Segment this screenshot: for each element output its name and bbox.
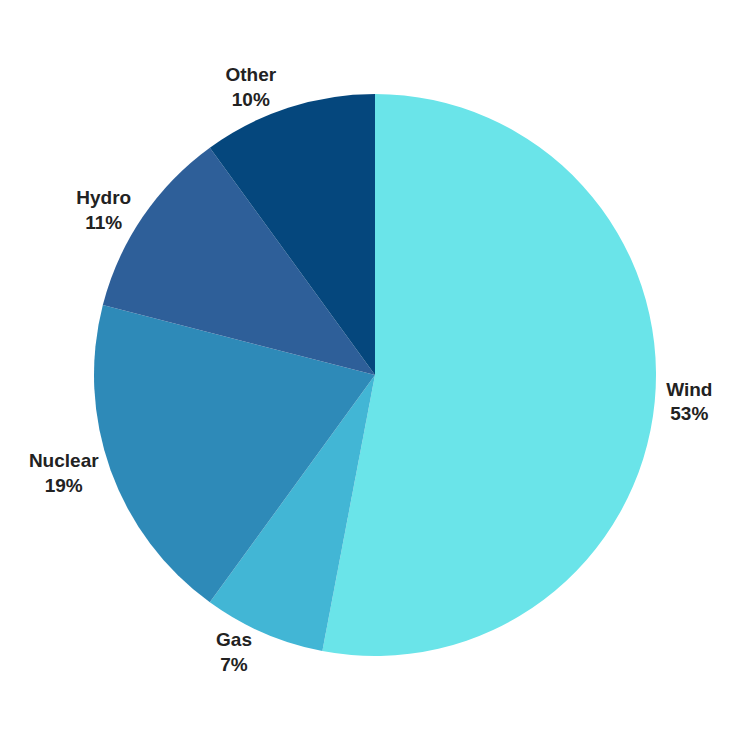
svg-text:Wind53%: Wind53%: [666, 379, 712, 425]
svg-text:Other10%: Other10%: [225, 64, 276, 110]
svg-text:Nuclear19%: Nuclear19%: [29, 450, 99, 496]
svg-text:Hydro11%: Hydro11%: [76, 187, 131, 233]
svg-text:Gas7%: Gas7%: [216, 629, 252, 675]
